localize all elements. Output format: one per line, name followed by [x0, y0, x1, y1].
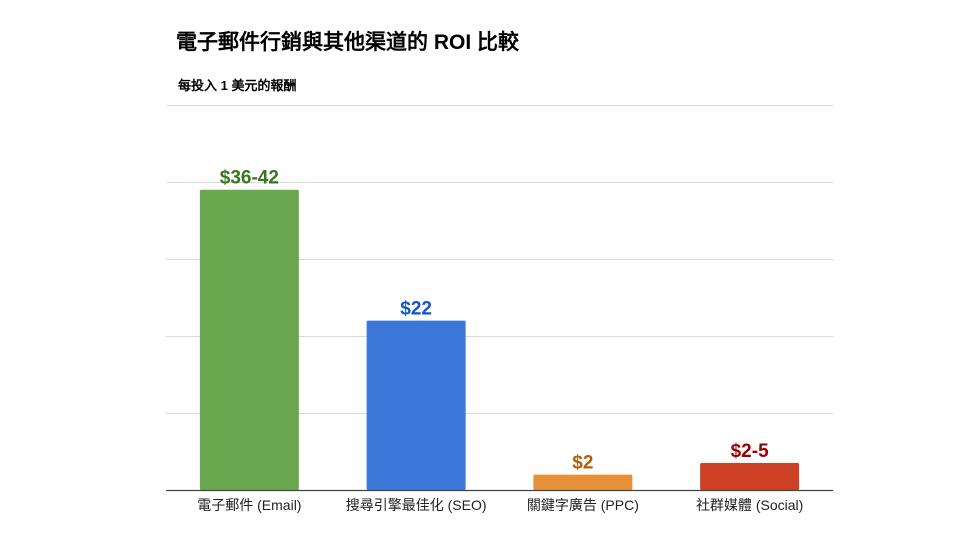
- x-tick-label: 社群媒體 (Social): [696, 497, 803, 513]
- bars: [199, 189, 800, 490]
- x-tick-label: 關鍵字廣告 (PPC): [527, 497, 639, 513]
- data-label: $36-42: [220, 168, 279, 189]
- chart-subtitle: 每投入 1 美元的報酬: [178, 78, 297, 93]
- bar: [700, 463, 800, 490]
- chart-title: 電子郵件行銷與其他渠道的 ROI 比較: [176, 31, 520, 54]
- data-label: $2: [572, 453, 593, 474]
- x-tick-label: 搜尋引擎最佳化 (SEO): [346, 497, 487, 513]
- bar: [366, 320, 466, 490]
- data-label: $22: [400, 299, 432, 320]
- x-tick-label: 電子郵件 (Email): [197, 497, 301, 513]
- data-label: $2-5: [731, 441, 769, 462]
- bar: [199, 189, 299, 490]
- x-tick-labels: 電子郵件 (Email) 搜尋引擎最佳化 (SEO) 關鍵字廣告 (PPC) 社群媒體…: [197, 497, 803, 513]
- data-labels: $36-42 $22 $2 $2-5: [220, 168, 769, 474]
- bar: [533, 474, 633, 490]
